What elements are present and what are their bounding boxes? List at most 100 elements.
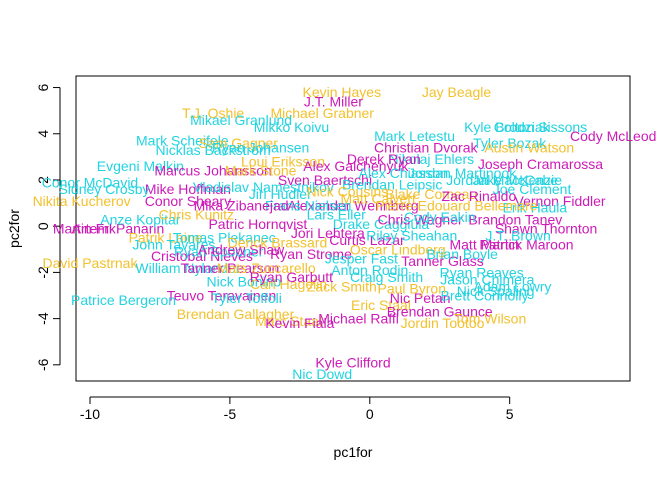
point-label: Vernon Fiddler (515, 193, 606, 209)
point-label: Shawn Thornton (495, 221, 597, 237)
point-label: Evgeni Malkin (97, 158, 184, 174)
point-label: Patrick Maroon (479, 237, 573, 253)
point-label: Nick Cousins (307, 184, 389, 200)
x-axis-label: pc1for (334, 444, 373, 460)
point-label: Teuvo Teravainen (167, 288, 276, 304)
point-label: Christian Dvorak (374, 140, 478, 156)
point-label: Tanner Glass (401, 253, 483, 269)
point-label: Artemi Panarin (72, 221, 165, 237)
point-label: Sam Gagner (199, 135, 279, 151)
point-label: Patrice Bergeron (71, 292, 176, 308)
point-label: Brian Boyle (426, 246, 498, 262)
y-tick-label: -4 (35, 312, 51, 325)
point-label: Nikita Kucherov (33, 193, 131, 209)
point-label: Jiri Hudler (249, 186, 312, 202)
point-label: Michael Grabner (270, 105, 374, 121)
point-label: Carl Hagelin (250, 276, 327, 292)
plot-box (75, 75, 631, 382)
x-tick-label: -5 (224, 406, 237, 422)
point-label: Brandon Tanev (468, 211, 562, 227)
point-label: Mikael Granlund (190, 112, 292, 128)
point-label: Nikolaj Ehlers (389, 151, 475, 167)
point-label: Brendan Gaunce (387, 304, 493, 320)
point-label: Conor McDavid (42, 174, 138, 190)
point-label: Adam Lowry (474, 278, 552, 294)
point-label: Brett Connolly (441, 288, 529, 304)
point-label: Michael Raffl (318, 311, 399, 327)
y-axis-label: pc2for (6, 209, 22, 248)
x-tick-label: 5 (506, 406, 514, 422)
point-label: Cody McLeod (570, 128, 656, 144)
y-tick-label: 6 (35, 83, 51, 91)
y-tick-label: 4 (35, 130, 51, 138)
point-label: William Nylander (135, 260, 240, 276)
point-label: Jordan MacKenzie (446, 172, 562, 188)
point-label: Zac Rinaldo (442, 188, 517, 204)
point-label: Jesper Fast (325, 251, 398, 267)
point-label: Andrew Shaw (198, 241, 285, 257)
point-label: Chris Kunitz (159, 207, 234, 223)
point-label: Conor Sheary (145, 193, 231, 209)
point-label: Loui Eriksson (241, 153, 325, 169)
point-label: Matt Martin (449, 237, 519, 253)
point-label: Craig Smith (350, 269, 423, 285)
point-label: Tanner Pearson (180, 260, 279, 276)
point-label: Nic Dowd (292, 366, 352, 382)
point-label: Cody Eakin (404, 209, 476, 225)
point-label: Joseph Cramarossa (478, 156, 603, 172)
point-label: Austin Watson (484, 140, 574, 156)
point-label: Nic Petan (390, 290, 451, 306)
point-label: Patrik Laine (129, 230, 203, 246)
point-label: Alex Galchenyuk (303, 158, 409, 174)
point-label: J.T. Miller (304, 93, 363, 109)
point-label: Jake McCabe (472, 172, 558, 188)
point-label: Joe Clement (493, 181, 572, 197)
x-axis: -10 -5 0 5 (80, 396, 514, 422)
point-label: Mark Stone (225, 163, 297, 179)
point-label: Tyler Bozak (473, 135, 547, 151)
y-tick-label: -6 (35, 358, 51, 371)
point-label: J.T. Brown (485, 227, 550, 243)
point-label: Kevin Hayes (303, 84, 382, 100)
y-axis: -6 -4 -2 0 2 4 6 (35, 83, 61, 371)
point-label: Jordin Tootoo (401, 315, 485, 331)
point-label: Paul Byron (378, 281, 446, 297)
point-label: Sven Baertschi (278, 172, 372, 188)
point-label: Tom Wilson (454, 311, 526, 327)
point-label: Brendan Leipsic (342, 177, 442, 193)
point-label: Frans Nielsen (265, 197, 351, 213)
point-label: Brendan Gallagher (177, 306, 295, 322)
point-label: Marc Staal (255, 313, 322, 329)
point-label: Mark Scheifele (136, 133, 229, 149)
point-label: Patric Hornqvist (208, 216, 307, 232)
point-label: Ryan Garbutt (250, 269, 333, 285)
point-label: Ryan Spooner (174, 244, 264, 260)
point-label: T.J. Oshie (182, 105, 244, 121)
point-label: Pierre-Edouard Bellemare (376, 197, 538, 213)
point-label: Jordan Martinook (408, 165, 517, 181)
point-label: Colton Sissons (494, 119, 587, 135)
point-label: Alexander Wennberg (287, 197, 418, 213)
point-label: Jori Lehtera (291, 225, 365, 241)
point-label: Cristobal Nieves (151, 248, 253, 264)
point-label: Erik Haula (503, 200, 568, 216)
point-label: Ryan Johansen (212, 140, 309, 156)
point-label: Anton Rodin (331, 262, 408, 278)
point-label: Jay Beagle (422, 84, 491, 100)
point-label: Mats Zuccarello (217, 260, 316, 276)
point-label: Ryan Reaves (440, 264, 524, 280)
point-label: Sidney Crosby (58, 181, 149, 197)
point-label: Ryan Strome (270, 246, 352, 262)
point-label: Mika Zibanejad (194, 197, 289, 213)
point-label: Mike Hoffman (145, 181, 231, 197)
point-label: Zack Smith (307, 278, 377, 294)
point-label: Kyle Clifford (315, 355, 390, 371)
point-label: Nicklas Backstrom (156, 142, 271, 158)
point-label: Mikko Koivu (254, 119, 329, 135)
point-label: Blake Comeau (385, 186, 477, 202)
point-label: Mark Letestu (374, 128, 455, 144)
y-tick-label: 2 (35, 176, 51, 184)
point-label: Lars Eller (307, 207, 366, 223)
point-label: Nick Bonino (207, 274, 282, 290)
